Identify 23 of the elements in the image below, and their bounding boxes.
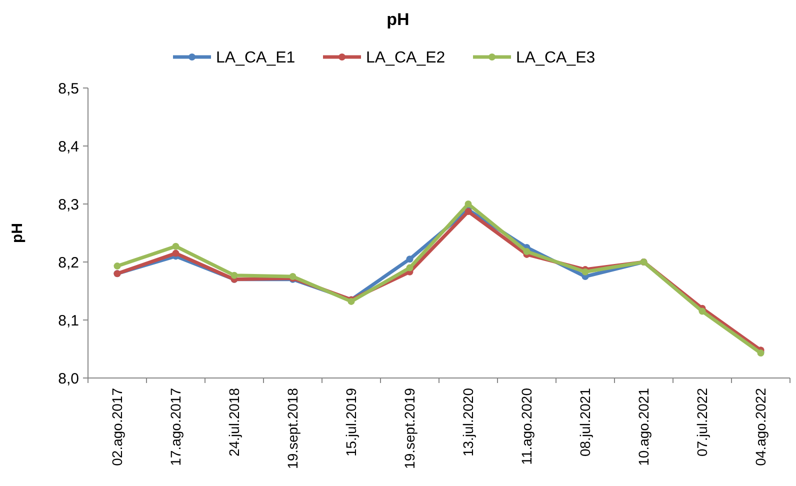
x-tick-label: 07.jul.2022 [694, 388, 710, 457]
y-tick-label: 8,2 [58, 254, 79, 272]
x-tick-label: 13.jul.2020 [460, 388, 476, 457]
legend-label: LA_CA_E1 [216, 50, 296, 67]
x-tick-label: 15.jul.2019 [343, 388, 360, 457]
y-tick-label: 8,3 [58, 196, 79, 214]
y-tick-label: 8,5 [58, 80, 79, 98]
y-tick-label: 8,1 [58, 312, 79, 330]
x-tick-label: 17.ago.2017 [168, 388, 184, 466]
legend-label: LA_CA_E3 [516, 50, 596, 67]
x-tick-label: 02.ago.2017 [109, 388, 126, 466]
y-tick-label: 8,4 [58, 138, 79, 156]
x-tick-label: 19.sept.2019 [402, 388, 418, 469]
y-axis-title: pH [9, 223, 26, 243]
x-tick-label: 19.sept.2018 [284, 388, 301, 469]
x-tick-label: 08.jul.2021 [577, 388, 594, 457]
x-tick-label: 24.jul.2018 [226, 388, 242, 457]
x-tick-label: 11.ago.2020 [518, 388, 535, 465]
chart-title: pH [386, 10, 410, 29]
x-tick-label: 10.ago.2021 [636, 388, 652, 466]
x-tick-label: 04.ago.2022 [752, 388, 769, 466]
y-tick-label: 8,0 [58, 370, 79, 388]
legend-label: LA_CA_E2 [366, 50, 446, 67]
